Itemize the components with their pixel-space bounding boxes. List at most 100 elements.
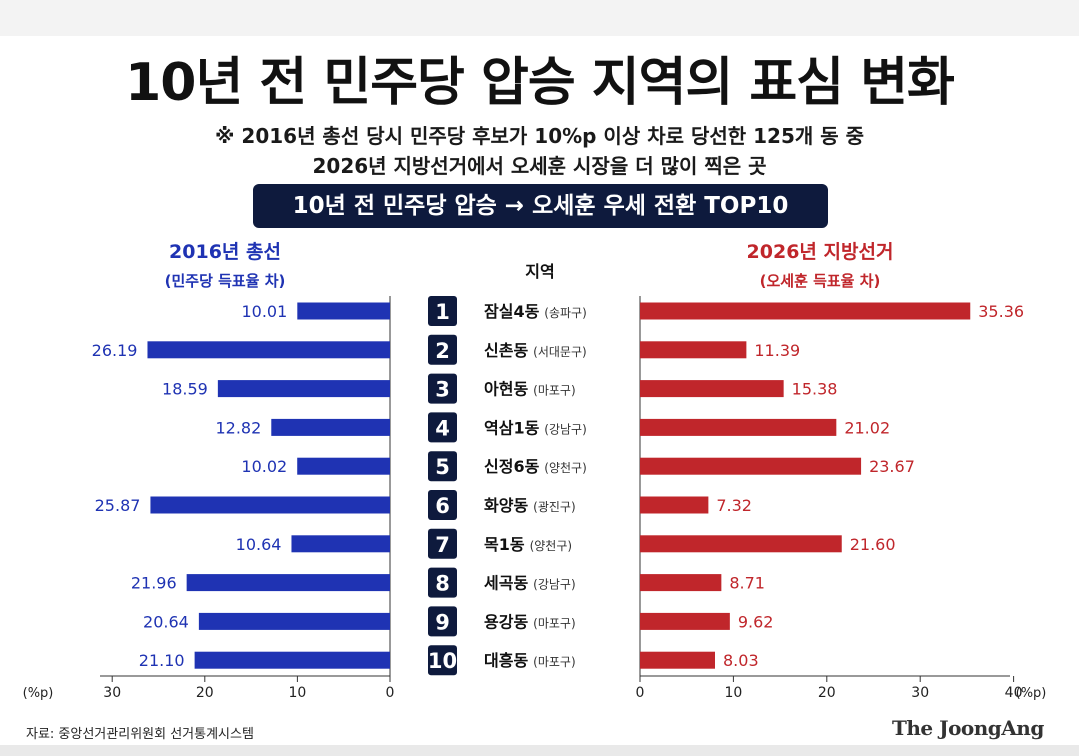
rank-badge: [428, 528, 457, 559]
rank-number: 6: [435, 494, 450, 518]
right-value-label: 21.60: [850, 535, 896, 554]
rank-badge: [428, 451, 457, 482]
right-bar: [640, 380, 784, 398]
right-tick-label: 10: [724, 685, 742, 701]
rank-badge: [428, 296, 457, 326]
right-value-label: 7.32: [716, 496, 752, 515]
left-value-label: 10.64: [236, 535, 282, 554]
right-axis-unit: (%p): [1016, 686, 1047, 701]
right-chart-header: 2026년 지방선거 (오세훈 득표율 차): [720, 237, 920, 291]
right-bar: [640, 496, 709, 514]
left-bar: [297, 457, 390, 475]
page-title: 10년 전 민주당 압승 지역의 표심 변화: [125, 53, 955, 113]
left-header-title: 2016년 총선: [169, 241, 281, 263]
region-district: (마포구): [533, 616, 575, 630]
right-tick-label: 40: [1005, 685, 1023, 701]
region-district: (마포구): [533, 655, 575, 669]
rank-badge: [428, 606, 457, 637]
region-label: 화양동 (광진구): [484, 496, 576, 515]
region-district: (양천구): [544, 460, 586, 475]
region-district: (마포구): [533, 384, 575, 398]
left-bar: [147, 341, 390, 359]
right-bar: [640, 612, 730, 630]
rank-badge: [428, 373, 457, 404]
region-label: 용강동 (마포구): [484, 612, 576, 631]
left-bar: [297, 302, 390, 320]
left-axis-unit: (%p): [23, 686, 54, 701]
right-bar: [640, 457, 862, 475]
left-value-label: 21.96: [131, 574, 177, 593]
right-tick-label: 20: [818, 685, 836, 701]
rank-number: 3: [435, 378, 450, 402]
left-value-label: 25.87: [95, 496, 141, 515]
rank-badge: [428, 645, 457, 676]
right-bar: [640, 418, 837, 436]
region-district: (강남구): [533, 578, 575, 592]
rank-badge: [428, 334, 457, 365]
region-label: 아현동 (마포구): [484, 380, 576, 399]
left-tick-label: 0: [386, 685, 395, 701]
region-name: 아현동: [484, 380, 528, 399]
right-value-label: 21.02: [844, 418, 890, 437]
left-bar: [271, 418, 390, 436]
region-name: 역삼1동: [484, 418, 540, 437]
right-bar: [640, 535, 842, 553]
rank-number: 7: [435, 533, 450, 557]
rank-badge: [428, 567, 457, 598]
left-value-label: 26.19: [92, 341, 138, 360]
region-name: 신촌동: [484, 341, 528, 360]
region-column-header: 지역: [525, 262, 555, 281]
region-label: 역삼1동 (강남구): [484, 418, 587, 437]
right-value-label: 35.36: [978, 302, 1024, 321]
source-note: 자료: 중앙선거관리위원회 선거통계시스템: [26, 727, 254, 742]
left-value-label: 10.01: [241, 302, 287, 321]
region-name: 용강동: [484, 612, 528, 631]
right-value-label: 8.71: [729, 574, 765, 593]
rank-number: 9: [435, 610, 450, 634]
rank-number: 4: [435, 416, 450, 440]
left-bar: [198, 612, 390, 630]
region-district: (송파구): [544, 306, 586, 320]
left-bar: [217, 380, 390, 398]
subtitle-line-2: 2026년 지방선거에서 오세훈 시장을 더 많이 찍은 곳: [312, 154, 767, 178]
left-tick-label: 30: [103, 685, 121, 701]
rank-badge: [428, 490, 457, 520]
rank-badge: [428, 412, 457, 443]
rank-number: 8: [435, 572, 450, 596]
region-label: 신촌동 (서대문구): [484, 341, 587, 360]
region-district: (강남구): [544, 422, 586, 436]
subtitle-line-1: ※ 2016년 총선 당시 민주당 후보가 10%p 이상 차로 당선한 125…: [215, 124, 864, 148]
right-header-subtitle: (오세훈 득표율 차): [759, 272, 881, 290]
rank-number: 2: [435, 339, 450, 363]
region-name: 잠실4동: [484, 302, 540, 321]
region-label: 세곡동 (강남구): [484, 574, 576, 593]
section-banner: 10년 전 민주당 압승 → 오세훈 우세 전환 TOP10: [253, 184, 828, 228]
rank-number: 1: [435, 300, 450, 324]
region-district: (양천구): [530, 538, 572, 553]
publisher-logo: The JoongAng: [892, 716, 1044, 740]
region-label: 신정6동 (양천구): [484, 457, 587, 476]
region-name: 세곡동: [484, 574, 528, 593]
left-value-label: 10.02: [241, 457, 287, 476]
right-value-label: 15.38: [792, 380, 838, 399]
right-bar: [640, 302, 971, 320]
right-value-label: 9.62: [738, 612, 774, 631]
right-bar: [640, 341, 747, 359]
region-name: 신정6동: [484, 457, 540, 476]
region-label: 대흥동 (마포구): [484, 651, 576, 670]
right-tick-label: 30: [911, 685, 929, 701]
right-bar: [640, 574, 722, 592]
region-district: (광진구): [533, 500, 575, 514]
bottom-strip: [0, 745, 1079, 756]
left-value-label: 18.59: [162, 380, 208, 399]
rank-number: 10: [428, 649, 457, 673]
left-chart-header: 2016년 총선 (민주당 득표율 차): [130, 237, 320, 291]
left-value-label: 12.82: [215, 418, 261, 437]
region-name: 목1동: [484, 535, 525, 554]
right-value-label: 8.03: [723, 651, 759, 670]
region-label: 목1동 (양천구): [484, 535, 572, 554]
left-value-label: 21.10: [139, 651, 185, 670]
right-bar: [640, 651, 716, 669]
left-bar: [150, 496, 390, 514]
right-value-label: 11.39: [754, 341, 800, 360]
